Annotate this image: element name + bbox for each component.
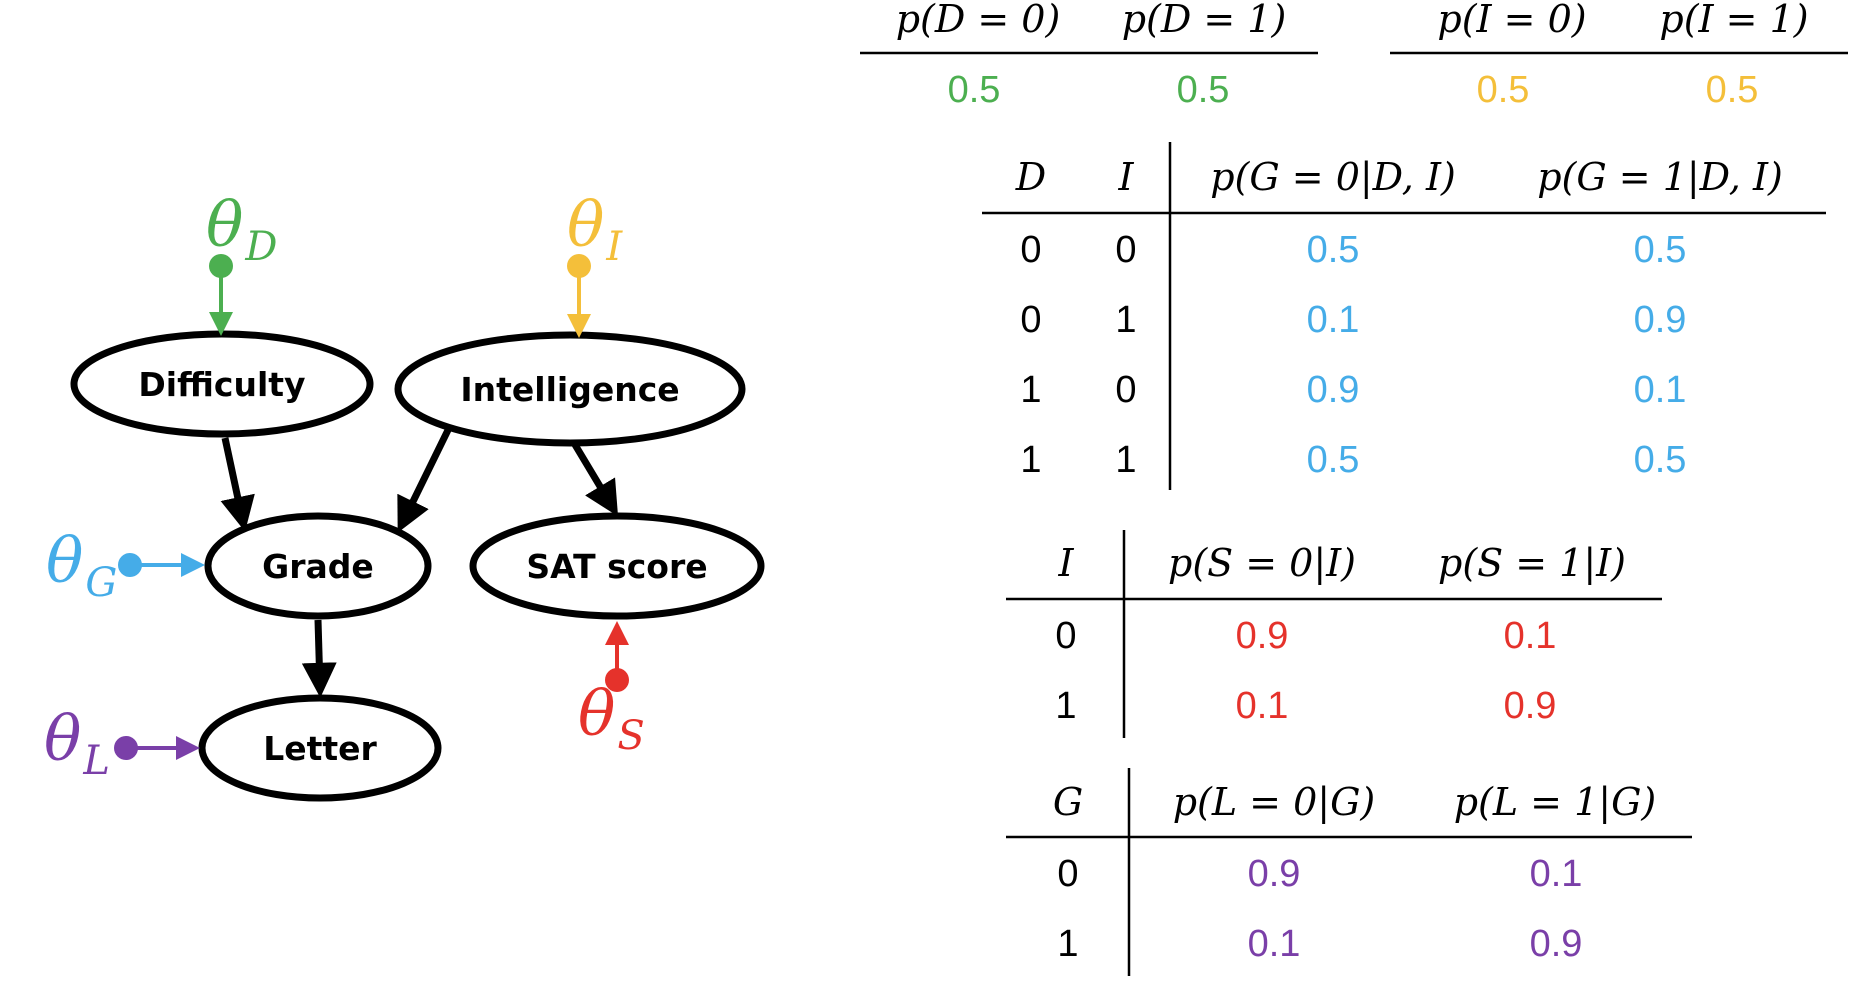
node-sat-shape — [469, 512, 765, 620]
param-theta-i-sub: I — [605, 224, 623, 270]
table-row: 1 0 0.9 0.1 — [1020, 369, 1686, 411]
node-letter-label: Letter — [263, 729, 377, 768]
edge-intelligence-sat — [570, 441, 619, 517]
table-d-prior-header-0: p(D = 0) — [896, 0, 1061, 41]
table-row: 0 0.9 0.1 — [1055, 615, 1556, 657]
table-s-cpt-cell: 1 — [1055, 685, 1076, 727]
node-letter-shape — [198, 694, 442, 802]
table-s-cpt-cell: 0 — [1055, 615, 1076, 657]
table-g-cpt-cell: 0.5 — [1634, 229, 1687, 271]
node-sat: SAT score — [469, 512, 765, 620]
table-g-cpt-header-i: I — [1117, 155, 1134, 199]
table-row: 0 0.9 0.1 — [1057, 853, 1582, 895]
node-difficulty: Difficulty — [70, 330, 374, 438]
table-i-prior-header-0: p(I = 0) — [1437, 0, 1586, 41]
param-theta-g: θG — [46, 524, 205, 606]
table-g-cpt-cell: 0.5 — [1307, 229, 1360, 271]
param-theta-s-sub: S — [617, 713, 644, 759]
table-g-cpt-cell: 0 — [1020, 229, 1041, 271]
table-i-prior-header-1: p(I = 1) — [1659, 0, 1808, 41]
table-g-cpt-cell: 0.1 — [1634, 369, 1687, 411]
param-theta-g-symbol: θG — [46, 524, 117, 606]
table-g-cpt-header-d: D — [1015, 155, 1046, 199]
table-g-cpt-cell: 1 — [1020, 369, 1041, 411]
node-grade: Grade — [204, 512, 432, 620]
node-grade-shape — [204, 512, 432, 620]
table-l-cpt-cell: 0.1 — [1248, 923, 1301, 965]
table-row: 0 0 0.5 0.5 — [1020, 229, 1686, 271]
param-theta-g-sub: G — [85, 560, 117, 606]
table-l-cpt-header-l1: p(L = 1|G) — [1454, 780, 1657, 824]
table-g-cpt-cell: 0.9 — [1634, 299, 1687, 341]
table-g-cpt-cell: 1 — [1115, 439, 1136, 481]
table-i-prior-value-1: 0.5 — [1706, 69, 1759, 111]
table-g-cpt-cell: 0 — [1115, 369, 1136, 411]
table-s-cpt-cell: 0.9 — [1504, 685, 1557, 727]
table-d-prior-value-0: 0.5 — [948, 69, 1001, 111]
table-s-cpt-header-s0: p(S = 0|I) — [1168, 541, 1356, 585]
param-theta-l: θL — [44, 702, 200, 784]
param-theta-d-symbol: θD — [206, 188, 277, 270]
param-theta-s-dot — [605, 668, 629, 692]
table-row: 1 0.1 0.9 — [1057, 923, 1582, 965]
table-g-cpt-cell: 0.1 — [1307, 299, 1360, 341]
node-intelligence: Intelligence — [394, 331, 746, 447]
param-theta-d: θD — [206, 188, 277, 336]
table-g-cpt-cell: 0 — [1115, 229, 1136, 271]
edge-grade-letter — [301, 619, 337, 698]
table-g-cpt-cell: 0.9 — [1307, 369, 1360, 411]
param-theta-d-dot — [209, 254, 233, 278]
table-l-cpt-cell: 0.9 — [1248, 853, 1301, 895]
table-row: 0 1 0.1 0.9 — [1020, 299, 1686, 341]
param-theta-d-sub: D — [244, 224, 277, 270]
edge-intelligence-grade — [397, 426, 453, 533]
param-theta-l-symbol: θL — [44, 702, 110, 784]
param-theta-i-dot — [567, 254, 591, 278]
table-s-cpt-header-i: I — [1057, 541, 1074, 585]
table-l-cpt-header-l0: p(L = 0|G) — [1173, 780, 1376, 824]
table-g-cpt-header-g1: p(G = 1|D, I) — [1537, 155, 1783, 199]
table-l-cpt-header-g: G — [1053, 780, 1083, 824]
graph-edges — [220, 426, 619, 698]
node-letter: Letter — [198, 694, 442, 802]
table-s-cpt-cell: 0.1 — [1236, 685, 1289, 727]
param-theta-l-sub: L — [82, 738, 110, 784]
table-s-cpt-cell: 0.9 — [1236, 615, 1289, 657]
table-s-cpt: I p(S = 0|I) p(S = 1|I) 0 0.9 0.1 1 0.1 … — [1006, 530, 1662, 738]
table-d-prior-value-1: 0.5 — [1177, 69, 1230, 111]
table-g-cpt-cell: 1 — [1020, 439, 1041, 481]
param-theta-i-symbol: θI — [567, 188, 623, 270]
table-l-cpt-cell: 1 — [1057, 923, 1078, 965]
param-theta-g-dot — [118, 553, 142, 577]
table-g-cpt-cell: 0.5 — [1307, 439, 1360, 481]
table-d-prior-header-1: p(D = 1) — [1122, 0, 1287, 41]
table-g-cpt: D I p(G = 0|D, I) p(G = 1|D, I) 0 0 0.5 … — [982, 142, 1826, 490]
param-theta-s-symbol: θS — [578, 677, 645, 759]
table-g-cpt-cell: 0 — [1020, 299, 1041, 341]
table-g-cpt-header-g0: p(G = 0|D, I) — [1210, 155, 1456, 199]
node-difficulty-label: Difficulty — [138, 365, 305, 404]
node-intelligence-label: Intelligence — [460, 370, 679, 409]
param-theta-i: θI — [567, 188, 623, 338]
table-d-prior: p(D = 0) p(D = 1) 0.5 0.5 — [860, 0, 1318, 111]
node-sat-label: SAT score — [526, 547, 707, 586]
table-row: 1 0.1 0.9 — [1055, 685, 1556, 727]
table-s-cpt-header-s1: p(S = 1|I) — [1438, 541, 1626, 585]
param-theta-l-dot — [114, 736, 138, 760]
table-g-cpt-cell: 0.5 — [1634, 439, 1687, 481]
param-theta-s: θS — [578, 621, 645, 759]
table-l-cpt-cell: 0.1 — [1530, 853, 1583, 895]
table-l-cpt-cell: 0 — [1057, 853, 1078, 895]
table-i-prior-value-0: 0.5 — [1477, 69, 1530, 111]
edge-difficulty-grade — [220, 437, 255, 532]
table-s-cpt-cell: 0.1 — [1504, 615, 1557, 657]
table-g-cpt-cell: 1 — [1115, 299, 1136, 341]
table-i-prior: p(I = 0) p(I = 1) 0.5 0.5 — [1390, 0, 1848, 111]
table-l-cpt-cell: 0.9 — [1530, 923, 1583, 965]
node-grade-label: Grade — [262, 547, 374, 586]
table-l-cpt: G p(L = 0|G) p(L = 1|G) 0 0.9 0.1 1 0.1 … — [1006, 768, 1692, 976]
table-row: 1 1 0.5 0.5 — [1020, 439, 1686, 481]
